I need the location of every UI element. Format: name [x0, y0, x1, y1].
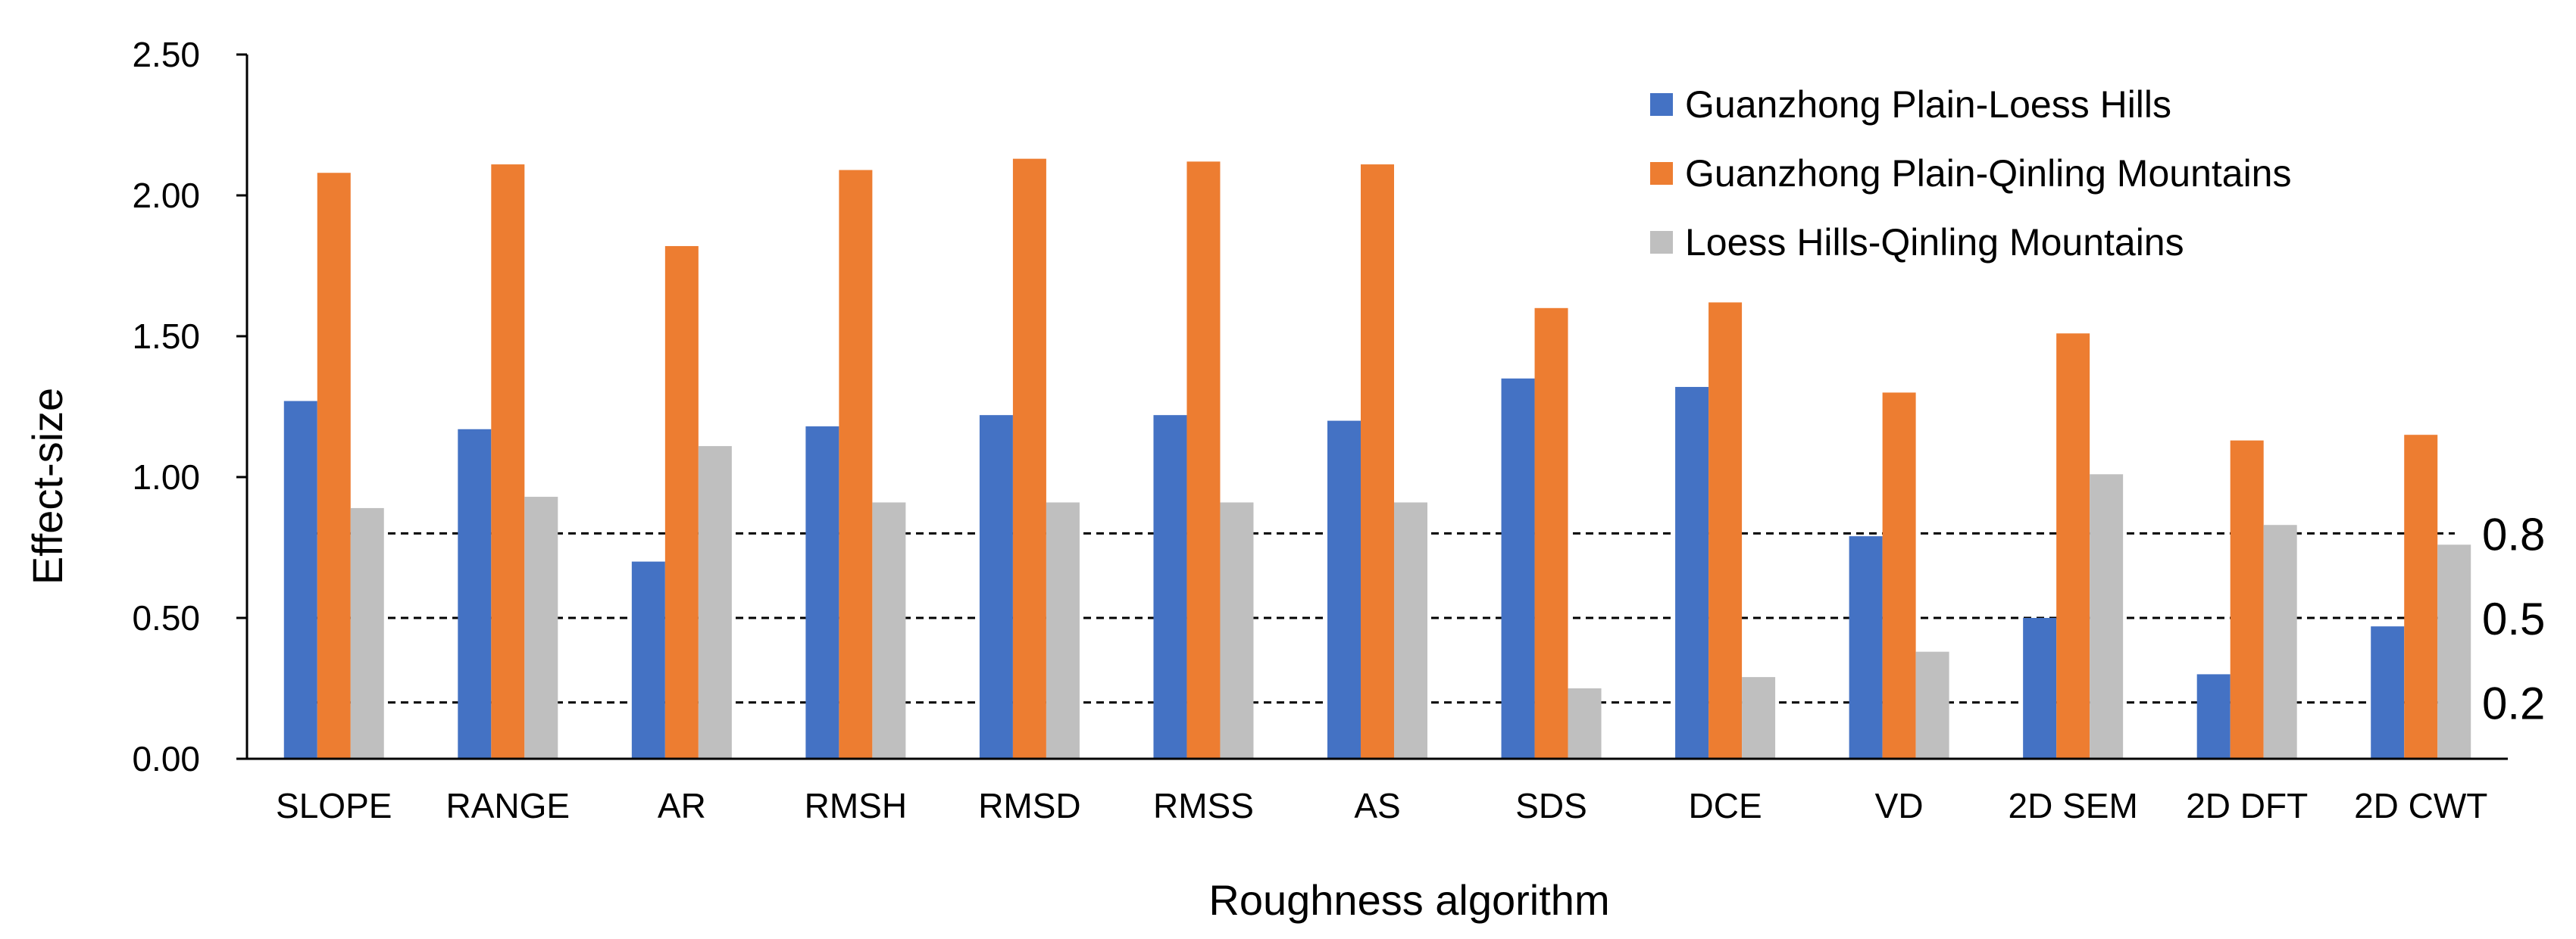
bar-range-series-3: [524, 497, 558, 759]
bar-sds-series-3: [1568, 688, 1602, 759]
bar-vd-series-3: [1915, 651, 1949, 759]
y-tick-label: 2.50: [132, 35, 200, 74]
bar-slope-series-3: [350, 507, 384, 759]
y-tick-label: 0.00: [132, 739, 200, 778]
bar-slope-series-1: [283, 401, 317, 759]
x-tick-label: 2D DFT: [2186, 786, 2308, 825]
bar-2d-cwt-series-3: [2437, 544, 2471, 759]
bar-rmsd-series-2: [1012, 158, 1046, 759]
bar-slope-series-2: [317, 173, 351, 760]
bar-ar-series-3: [698, 446, 732, 759]
reference-line-label: 0.5: [2482, 594, 2545, 644]
bar-rmsd-series-3: [1046, 502, 1080, 759]
bar-2d-dft-series-3: [2263, 525, 2297, 759]
legend: Guanzhong Plain-Loess Hills Guanzhong Pla…: [1650, 83, 2292, 264]
x-tick-label: VD: [1875, 786, 1924, 825]
x-tick-label: RMSH: [805, 786, 907, 825]
bar-rmsh-series-2: [839, 170, 873, 759]
bar-dce-series-3: [1742, 677, 1776, 759]
x-tick-label: 2D SEM: [2009, 786, 2138, 825]
bar-rmsh-series-1: [805, 426, 839, 759]
reference-line-label: 0.8: [2482, 509, 2545, 560]
bar-rmsh-series-3: [872, 502, 906, 759]
x-tick-label: RMSS: [1153, 786, 1254, 825]
y-tick-label: 1.50: [132, 317, 200, 356]
x-tick-label: RMSD: [978, 786, 1080, 825]
y-tick-label: 0.50: [132, 598, 200, 638]
bar-2d-sem-series-1: [2023, 618, 2057, 759]
legend-swatch-series-2: [1650, 162, 1673, 185]
bar-2d-dft-series-1: [2196, 674, 2231, 759]
legend-swatch-series-1: [1650, 93, 1673, 116]
bar-2d-sem-series-2: [2056, 333, 2090, 759]
bar-range-series-1: [458, 429, 492, 759]
bar-dce-series-2: [1708, 302, 1743, 759]
legend-swatch-series-3: [1650, 231, 1673, 254]
x-tick-label: DCE: [1689, 786, 1762, 825]
bar-2d-cwt-series-1: [2371, 626, 2405, 759]
reference-line-label: 0.2: [2482, 679, 2545, 729]
y-tick-label: 1.00: [132, 457, 200, 497]
bar-rmsd-series-1: [979, 415, 1013, 759]
x-axis-title: Roughness algorithm: [1208, 876, 1609, 924]
bar-2d-cwt-series-2: [2404, 435, 2438, 759]
x-tick-label: AS: [1354, 786, 1400, 825]
bar-vd-series-2: [1882, 392, 1916, 759]
bar-range-series-2: [491, 164, 525, 759]
bars: [283, 158, 2471, 760]
bar-2d-sem-series-3: [2090, 474, 2124, 759]
bar-ar-series-1: [631, 561, 665, 759]
bar-as-series-2: [1361, 164, 1394, 759]
bar-rmss-series-3: [1220, 502, 1254, 759]
bar-vd-series-1: [1849, 536, 1883, 759]
bar-dce-series-1: [1675, 386, 1709, 759]
x-tick-label: SDS: [1515, 786, 1587, 825]
legend-label-series-2: Guanzhong Plain-Qinling Mountains: [1685, 152, 2292, 195]
y-tick-labels: 0.00 0.50 1.00 1.50 2.00 2.50: [132, 35, 200, 778]
x-tick-label: SLOPE: [276, 786, 392, 825]
x-tick-label: RANGE: [446, 786, 571, 825]
bar-rmss-series-1: [1153, 415, 1187, 759]
bar-as-series-1: [1327, 420, 1361, 759]
legend-label-series-1: Guanzhong Plain-Loess Hills: [1685, 83, 2171, 126]
axes: [236, 53, 2508, 760]
bar-2d-dft-series-2: [2230, 440, 2264, 759]
legend-label-series-3: Loess Hills-Qinling Mountains: [1685, 221, 2184, 264]
x-tick-label: AR: [658, 786, 706, 825]
bar-as-series-3: [1394, 502, 1427, 759]
bar-sds-series-2: [1534, 307, 1568, 759]
x-tick-labels: SLOPE RANGE AR RMSH RMSD RMSS AS SDS DCE VD 2D SEM…: [276, 786, 2487, 825]
y-tick-label: 2.00: [132, 176, 200, 215]
bar-ar-series-2: [664, 245, 699, 760]
bar-sds-series-1: [1501, 378, 1535, 759]
y-axis-title: Effect-size: [23, 388, 71, 585]
x-tick-label: 2D CWT: [2354, 786, 2487, 825]
bar-rmss-series-2: [1186, 161, 1221, 760]
